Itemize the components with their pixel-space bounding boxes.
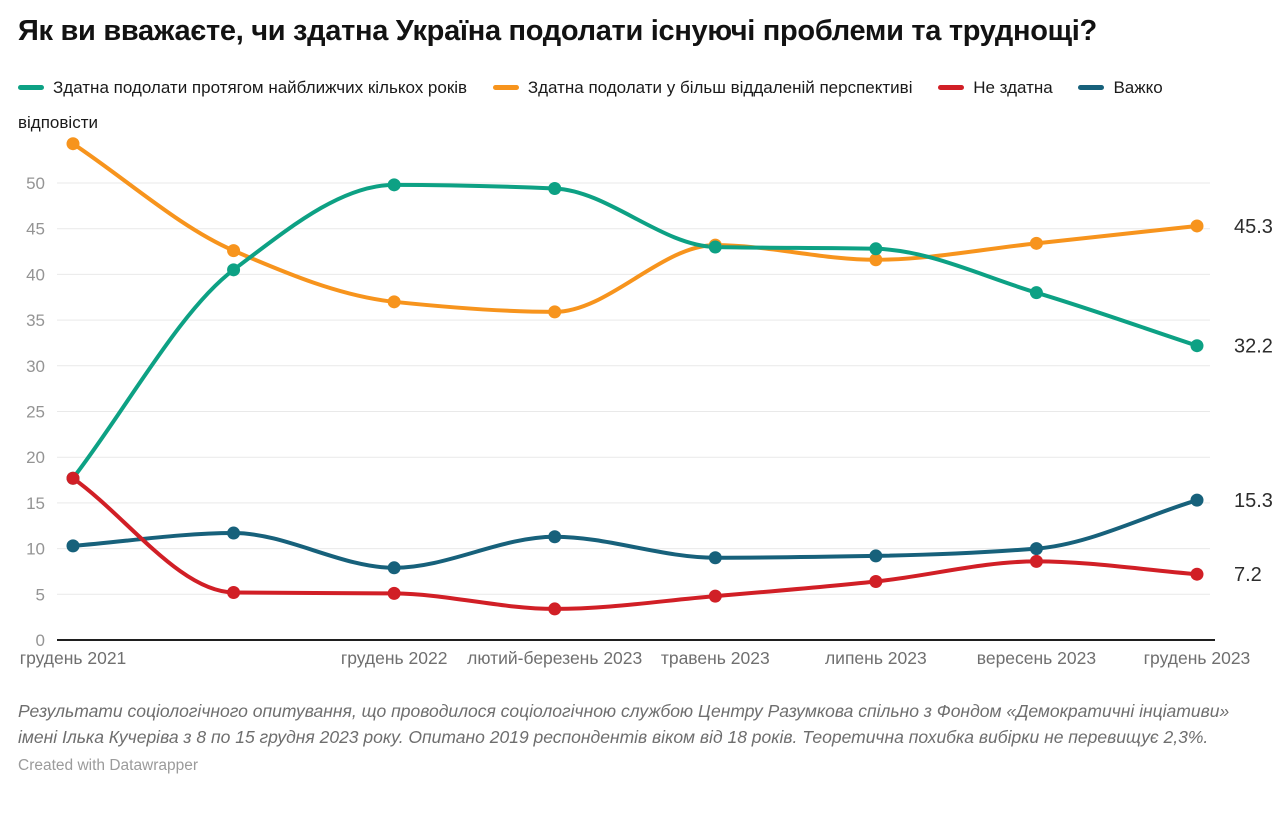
x-tick-label: липень 2023 xyxy=(825,648,927,668)
end-value-label: 45.3 xyxy=(1234,216,1273,238)
legend-swatch-orange-icon xyxy=(492,85,519,91)
legend-swatch-red-icon xyxy=(938,85,965,91)
data-point xyxy=(66,137,80,151)
data-point xyxy=(387,586,401,600)
y-tick-label: 15 xyxy=(26,494,45,513)
data-point xyxy=(1190,567,1204,581)
y-tick-label: 5 xyxy=(36,585,45,604)
data-point xyxy=(387,178,401,192)
y-tick-label: 10 xyxy=(26,540,45,559)
x-tick-label: травень 2023 xyxy=(661,648,770,668)
data-point xyxy=(869,549,883,563)
data-point xyxy=(1190,339,1204,353)
x-tick-label: лютий-березень 2023 xyxy=(467,648,642,668)
data-point xyxy=(708,551,722,565)
data-point xyxy=(1029,554,1043,568)
y-tick-label: 25 xyxy=(26,403,45,422)
data-point xyxy=(1190,493,1204,507)
line-chart-svg: 0 5 10 15 20 25 30 35 40 45 50 грудень 2021 грудень … xyxy=(20,137,1273,668)
data-point xyxy=(1029,542,1043,556)
legend-swatch-teal-icon xyxy=(18,85,44,91)
x-tick-label: грудень 2021 xyxy=(20,648,127,668)
data-point xyxy=(66,539,80,553)
data-point xyxy=(227,585,241,599)
data-point xyxy=(227,526,241,540)
end-value-label: 7.2 xyxy=(1234,564,1262,586)
series-line xyxy=(71,476,1199,611)
data-point xyxy=(548,602,562,616)
data-point xyxy=(708,240,722,254)
data-point xyxy=(548,530,562,544)
data-point xyxy=(227,263,241,277)
legend-item-not-able: Не здатна xyxy=(938,78,1053,97)
y-tick-label: 45 xyxy=(26,220,45,239)
data-point xyxy=(1190,219,1204,233)
legend-label-able-later: Здатна подолати у більш віддаленій персп… xyxy=(527,78,913,97)
data-point xyxy=(66,471,80,485)
legend-swatch-blue-icon xyxy=(1078,85,1105,91)
legend-item-able-soon: Здатна подолати протягом найближчих кіль… xyxy=(18,78,467,97)
legend-label-able-soon: Здатна подолати протягом найближчих кіль… xyxy=(53,78,468,97)
y-tick-label: 0 xyxy=(36,631,45,650)
legend-item-hard-to-say: Важко відповісти xyxy=(18,78,1163,132)
data-point xyxy=(869,575,883,589)
end-value-label: 32.2 xyxy=(1234,336,1273,358)
data-point xyxy=(387,561,401,575)
data-point xyxy=(548,305,562,319)
data-point xyxy=(227,244,241,258)
y-tick-label: 30 xyxy=(26,357,45,376)
end-value-label: 15.3 xyxy=(1234,490,1273,512)
data-point xyxy=(869,242,883,256)
data-point xyxy=(548,181,562,195)
x-tick-label: грудень 2022 xyxy=(341,648,448,668)
chart-title: Як ви вважаєте, чи здатна Україна подола… xyxy=(18,15,1097,47)
legend: Здатна подолати протягом найближчих кіль… xyxy=(18,70,1262,140)
line-chart: 0 5 10 15 20 25 30 35 40 45 50 грудень 2021 грудень … xyxy=(18,137,1273,680)
data-point xyxy=(1029,286,1043,300)
y-tick-label: 20 xyxy=(26,448,45,467)
y-tick-label: 35 xyxy=(26,311,45,330)
datawrapper-attribution: Created with Datawrapper xyxy=(18,757,199,774)
data-point xyxy=(1029,236,1043,250)
source-note: Результати соціологічного опитування, що… xyxy=(18,701,1230,747)
data-point xyxy=(387,295,401,309)
y-tick-label: 50 xyxy=(26,174,45,193)
series-line xyxy=(71,141,1199,314)
x-tick-label: грудень 2023 xyxy=(1144,648,1251,668)
data-point xyxy=(869,253,883,267)
y-tick-label: 40 xyxy=(26,265,45,284)
legend-label-hard-to-say: Важко відповісти xyxy=(18,78,1163,132)
series-line xyxy=(71,498,1199,570)
legend-item-able-later: Здатна подолати у більш віддаленій персп… xyxy=(492,78,913,97)
x-tick-label: вересень 2023 xyxy=(977,648,1096,668)
chart-page: Як ви вважаєте, чи здатна Україна подола… xyxy=(0,14,1280,775)
legend-label-not-able: Не здатна xyxy=(973,78,1053,97)
data-point xyxy=(708,589,722,603)
